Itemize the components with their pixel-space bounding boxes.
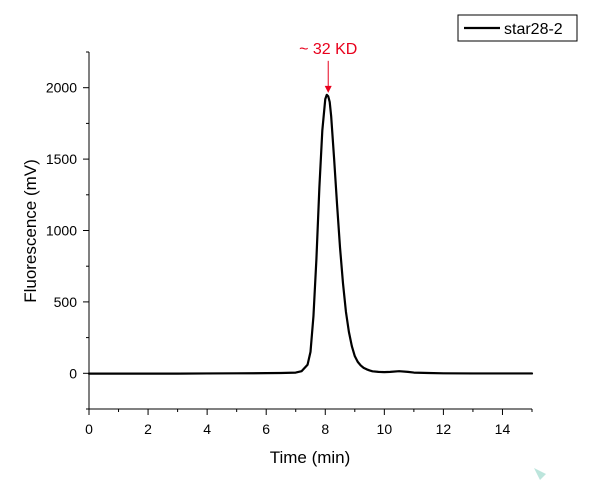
x-tick-label: 14 — [495, 421, 511, 437]
y-axis-ticks: 0 500 1000 1500 2000 — [46, 51, 89, 410]
x-tick-label: 6 — [262, 421, 270, 437]
peak-annotation: ~ 32 KD — [299, 41, 357, 93]
y-tick-label: 1000 — [46, 223, 77, 239]
x-tick-label: 10 — [377, 421, 393, 437]
x-tick-label: 2 — [144, 421, 152, 437]
x-tick-label: 12 — [436, 421, 452, 437]
x-tick-label: 8 — [321, 421, 329, 437]
x-axis-ticks: 0 2 4 6 8 10 12 14 — [85, 409, 533, 437]
x-axis-label: Time (min) — [270, 448, 351, 467]
annotation-arrow-head — [324, 85, 332, 93]
legend: star28-2 — [457, 14, 578, 42]
series-line-star28-2 — [87, 93, 534, 375]
y-axis-label: Fluorescence (mV) — [21, 159, 40, 303]
legend-label-star28-2: star28-2 — [504, 21, 563, 38]
x-tick-label: 0 — [85, 421, 93, 437]
y-tick-label: 1500 — [46, 151, 77, 167]
watermark-icon — [534, 468, 546, 480]
x-tick-label: 4 — [203, 421, 211, 437]
y-tick-label: 2000 — [46, 80, 77, 96]
y-tick-label: 500 — [54, 294, 78, 310]
annotation-label: ~ 32 KD — [299, 41, 357, 58]
y-tick-label: 0 — [69, 365, 77, 381]
